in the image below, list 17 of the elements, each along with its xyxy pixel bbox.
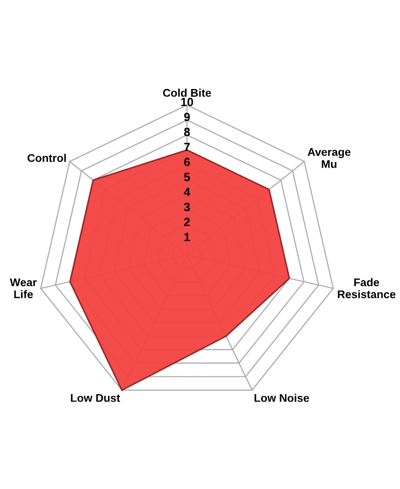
spoke-label: Low Dust xyxy=(70,394,120,402)
y-tick-label: 8 xyxy=(184,128,190,136)
spoke-label: Fade Resistance xyxy=(338,278,396,298)
spoke-label: Average Mu xyxy=(308,148,350,168)
spoke-label: Wear Life xyxy=(10,278,37,298)
y-tick-label: 2 xyxy=(184,218,190,226)
y-tick-label: 9 xyxy=(184,112,190,122)
spoke-label: Low Noise xyxy=(254,394,309,402)
spoke-label: Control xyxy=(28,154,66,162)
y-tick-label: 10 xyxy=(181,98,194,106)
y-tick-label: 1 xyxy=(184,232,190,242)
y-tick-label: 6 xyxy=(184,158,190,166)
y-tick-label: 5 xyxy=(184,172,190,182)
spoke-label: Cold Bite xyxy=(163,88,212,97)
y-tick-label: 7 xyxy=(184,142,190,152)
y-tick-label: 4 xyxy=(184,188,190,196)
y-tick-label: 3 xyxy=(184,202,190,212)
